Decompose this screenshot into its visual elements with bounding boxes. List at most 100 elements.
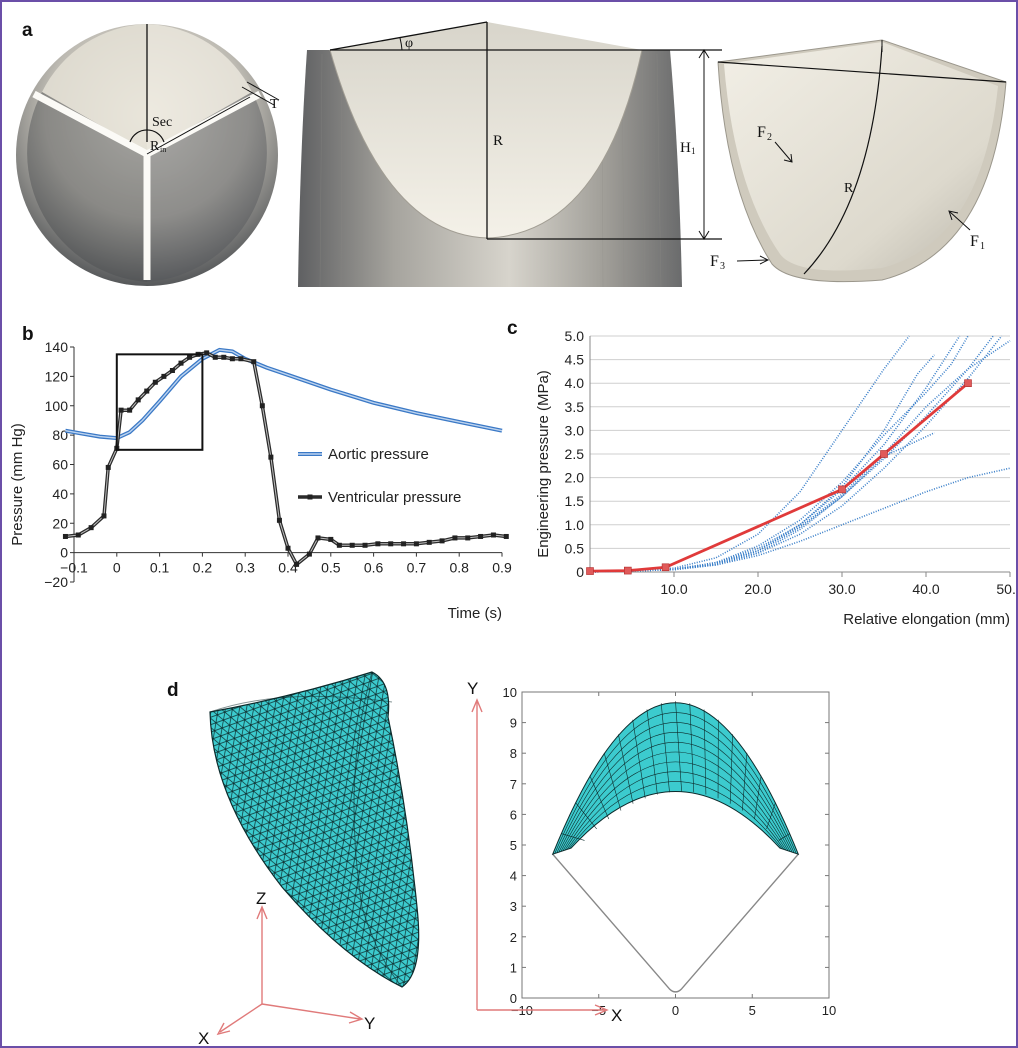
mesh-spoke xyxy=(618,734,634,804)
c-xtick-label: 50.0 xyxy=(996,581,1016,597)
ventricular-point xyxy=(135,397,141,403)
label-h1: H xyxy=(680,140,691,156)
mesh-spoke xyxy=(589,775,610,820)
c-xtick-label: 20.0 xyxy=(744,581,771,597)
c-ytick-label: 0 xyxy=(576,564,584,580)
ventricular-point xyxy=(276,517,282,523)
mesh-spoke xyxy=(729,734,733,804)
d-ytick-label: 0 xyxy=(510,991,517,1006)
leaflet-outline xyxy=(552,853,799,993)
ventricular-point xyxy=(204,350,210,356)
mesh-spoke xyxy=(703,709,707,795)
pressure-chart: Pressure (mm Hg) −20 0 20 40 60 80 100 120 140 −0… xyxy=(9,339,512,622)
label-f3: F xyxy=(710,253,719,270)
c-xtick-label: 10.0 xyxy=(660,581,687,597)
ventricular-point xyxy=(401,541,407,547)
c-xlabel: Relative elongation (mm) xyxy=(843,611,1010,628)
mesh-spoke xyxy=(561,833,585,841)
axes-3d xyxy=(216,905,364,1036)
d-ytick-label: 2 xyxy=(510,930,517,945)
model-point xyxy=(838,485,846,494)
b-ytick-label: 80 xyxy=(52,427,68,443)
panel-a: Sec R in T φ R H xyxy=(16,21,1007,288)
ventricular-point xyxy=(336,542,342,548)
label-h1-sub: 1 xyxy=(691,146,696,156)
panel-label-a: a xyxy=(22,20,33,41)
axis-2d-y-label: Y xyxy=(467,679,478,698)
axis-2d-x-head xyxy=(594,1004,609,1016)
ventricular-point xyxy=(127,407,133,413)
axis-3d-y-label: Y xyxy=(364,1014,375,1033)
ventricular-point xyxy=(268,454,274,460)
b-ytick-label: 0 xyxy=(60,545,68,561)
b-xtick-label: 0.6 xyxy=(364,560,384,576)
d-ytick-label: 8 xyxy=(510,746,517,761)
b-xtick-label: 0.2 xyxy=(193,560,213,576)
model-line xyxy=(589,382,969,573)
c-xtick-label: 30.0 xyxy=(828,581,855,597)
label-f1-sub: 1 xyxy=(980,241,985,252)
b-ytick-label: 140 xyxy=(45,339,69,355)
b-ytick-label: −20 xyxy=(44,574,68,590)
aortic-line xyxy=(65,347,503,441)
ventricular-point xyxy=(88,525,94,531)
experimental-curve xyxy=(589,354,935,573)
ventricular-point xyxy=(238,356,244,362)
ventricular-point xyxy=(118,407,124,413)
experimental-curve xyxy=(589,340,1011,573)
c-ytick-label: 2.5 xyxy=(565,446,585,462)
ventricular-point xyxy=(212,354,218,360)
ventricular-point xyxy=(259,403,265,409)
label-r-right: R xyxy=(844,181,854,196)
ventricular-point xyxy=(362,542,368,548)
ventricular-point xyxy=(75,532,81,538)
legend-ventricular-marker xyxy=(307,494,313,500)
model-point xyxy=(586,567,594,575)
b-ytick-label: 100 xyxy=(45,398,69,414)
ventricular-point xyxy=(503,533,509,539)
axis-2d-x-label: X xyxy=(611,1006,622,1025)
mesh-spoke xyxy=(603,752,622,811)
ventricular-point xyxy=(152,379,158,385)
c-ytick-label: 5.0 xyxy=(565,328,585,344)
mesh-line xyxy=(560,742,791,852)
b-xtick-label: 0 xyxy=(113,560,121,576)
b-xtick-label: 0.1 xyxy=(150,560,170,576)
d-xtick-label: 5 xyxy=(749,1003,756,1018)
axis-3d-x-label: X xyxy=(198,1029,209,1047)
valve-top-view: Sec R in T xyxy=(16,24,280,286)
ventricular-point xyxy=(169,368,175,373)
mesh-line xyxy=(558,732,793,853)
ventricular-point xyxy=(294,561,300,567)
ventricular-point xyxy=(490,532,496,538)
mesh-spoke xyxy=(778,833,790,841)
d-ytick-label: 1 xyxy=(510,960,517,975)
b-xtick-label: 0.7 xyxy=(407,560,427,576)
ventricular-point xyxy=(465,535,471,541)
model-point xyxy=(964,379,972,388)
mesh-spoke xyxy=(632,719,646,799)
ventricular-line-highlight xyxy=(65,352,507,566)
aortic-line-highlight xyxy=(65,349,503,439)
d-ytick-label: 9 xyxy=(510,716,517,731)
d-xtick-label: 0 xyxy=(672,1003,679,1018)
model-point xyxy=(661,563,670,572)
ventricular-point xyxy=(229,356,235,362)
axis-2d-y-head xyxy=(471,698,483,713)
ventricular-point xyxy=(478,533,484,539)
b-ytick-label: 20 xyxy=(52,515,68,531)
d-ytick-label: 10 xyxy=(503,685,517,700)
d-xtick-label: 10 xyxy=(822,1003,836,1018)
ventricular-point xyxy=(221,354,227,360)
b-xtick-label: 0.9 xyxy=(492,560,512,576)
ventricular-point xyxy=(285,545,291,551)
d-ytick-label: 7 xyxy=(510,777,517,792)
axis-3d-z-label: Z xyxy=(256,889,266,908)
model-point xyxy=(880,450,888,458)
label-f1: F xyxy=(970,233,979,250)
d-ytick-label: 6 xyxy=(510,807,517,822)
mesh-spoke xyxy=(575,802,597,830)
mesh-line xyxy=(562,751,789,851)
leaflet-mesh xyxy=(551,702,800,855)
